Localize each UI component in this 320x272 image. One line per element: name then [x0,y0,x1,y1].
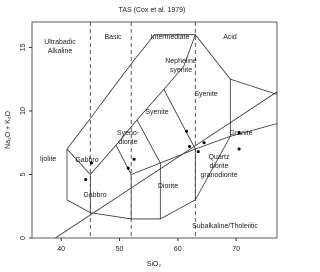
x-tick-label: 40 [57,246,65,253]
class-dividers [89,22,196,238]
field-label: Diorite [158,183,178,190]
y-tick-label: 5 [20,172,27,176]
plot-frame [31,21,278,239]
x-tick-label: 60 [174,246,182,253]
point [202,141,206,145]
point [84,178,88,182]
x-tick-label: 70 [232,246,240,253]
field-label: syenite [170,67,192,74]
field-label: Syenite [145,109,168,116]
point [188,145,191,149]
chart-title: TAS (Cox et al. 1979) [119,7,186,14]
field-label: diorite [118,139,137,146]
field-label: Subalkaline/Tholeiitic [192,223,258,230]
field-label: Syenite [194,91,217,98]
y-tick-label: 10 [20,107,27,115]
field-label: Ijolite [40,156,56,163]
field-label: Gabbro [83,192,106,199]
field-label: Gabbro [75,157,98,164]
x-tick-label: 50 [116,246,124,253]
point [132,157,136,161]
field-label: Nepheline [165,58,197,65]
point [196,150,200,154]
point [126,166,130,170]
point [237,131,241,135]
y-axis-label: Na₂O + K₂O [5,110,12,148]
field-label: diorite [209,163,228,170]
field-label: Granite [230,130,253,137]
field-label: Ultrabadic [44,39,76,46]
chart: TAS (Cox et al. 1979) SiO₂ Na₂O + K₂O 40… [5,7,280,268]
field-label: Syeno- [117,130,140,137]
point [90,161,93,165]
field-label: Acid [223,34,237,41]
field-label: Intermediate [151,34,190,41]
field-label: Quartz [208,154,230,161]
y-tick-label: 0 [20,236,27,240]
field-label: Alkaline [48,48,73,55]
point [237,147,241,151]
y-tick-label: 15 [20,43,27,51]
point [185,129,189,133]
field-label: Basic [104,34,122,41]
field-label: granodiorite [201,172,238,179]
x-axis-label: SiO₂ [147,261,162,268]
